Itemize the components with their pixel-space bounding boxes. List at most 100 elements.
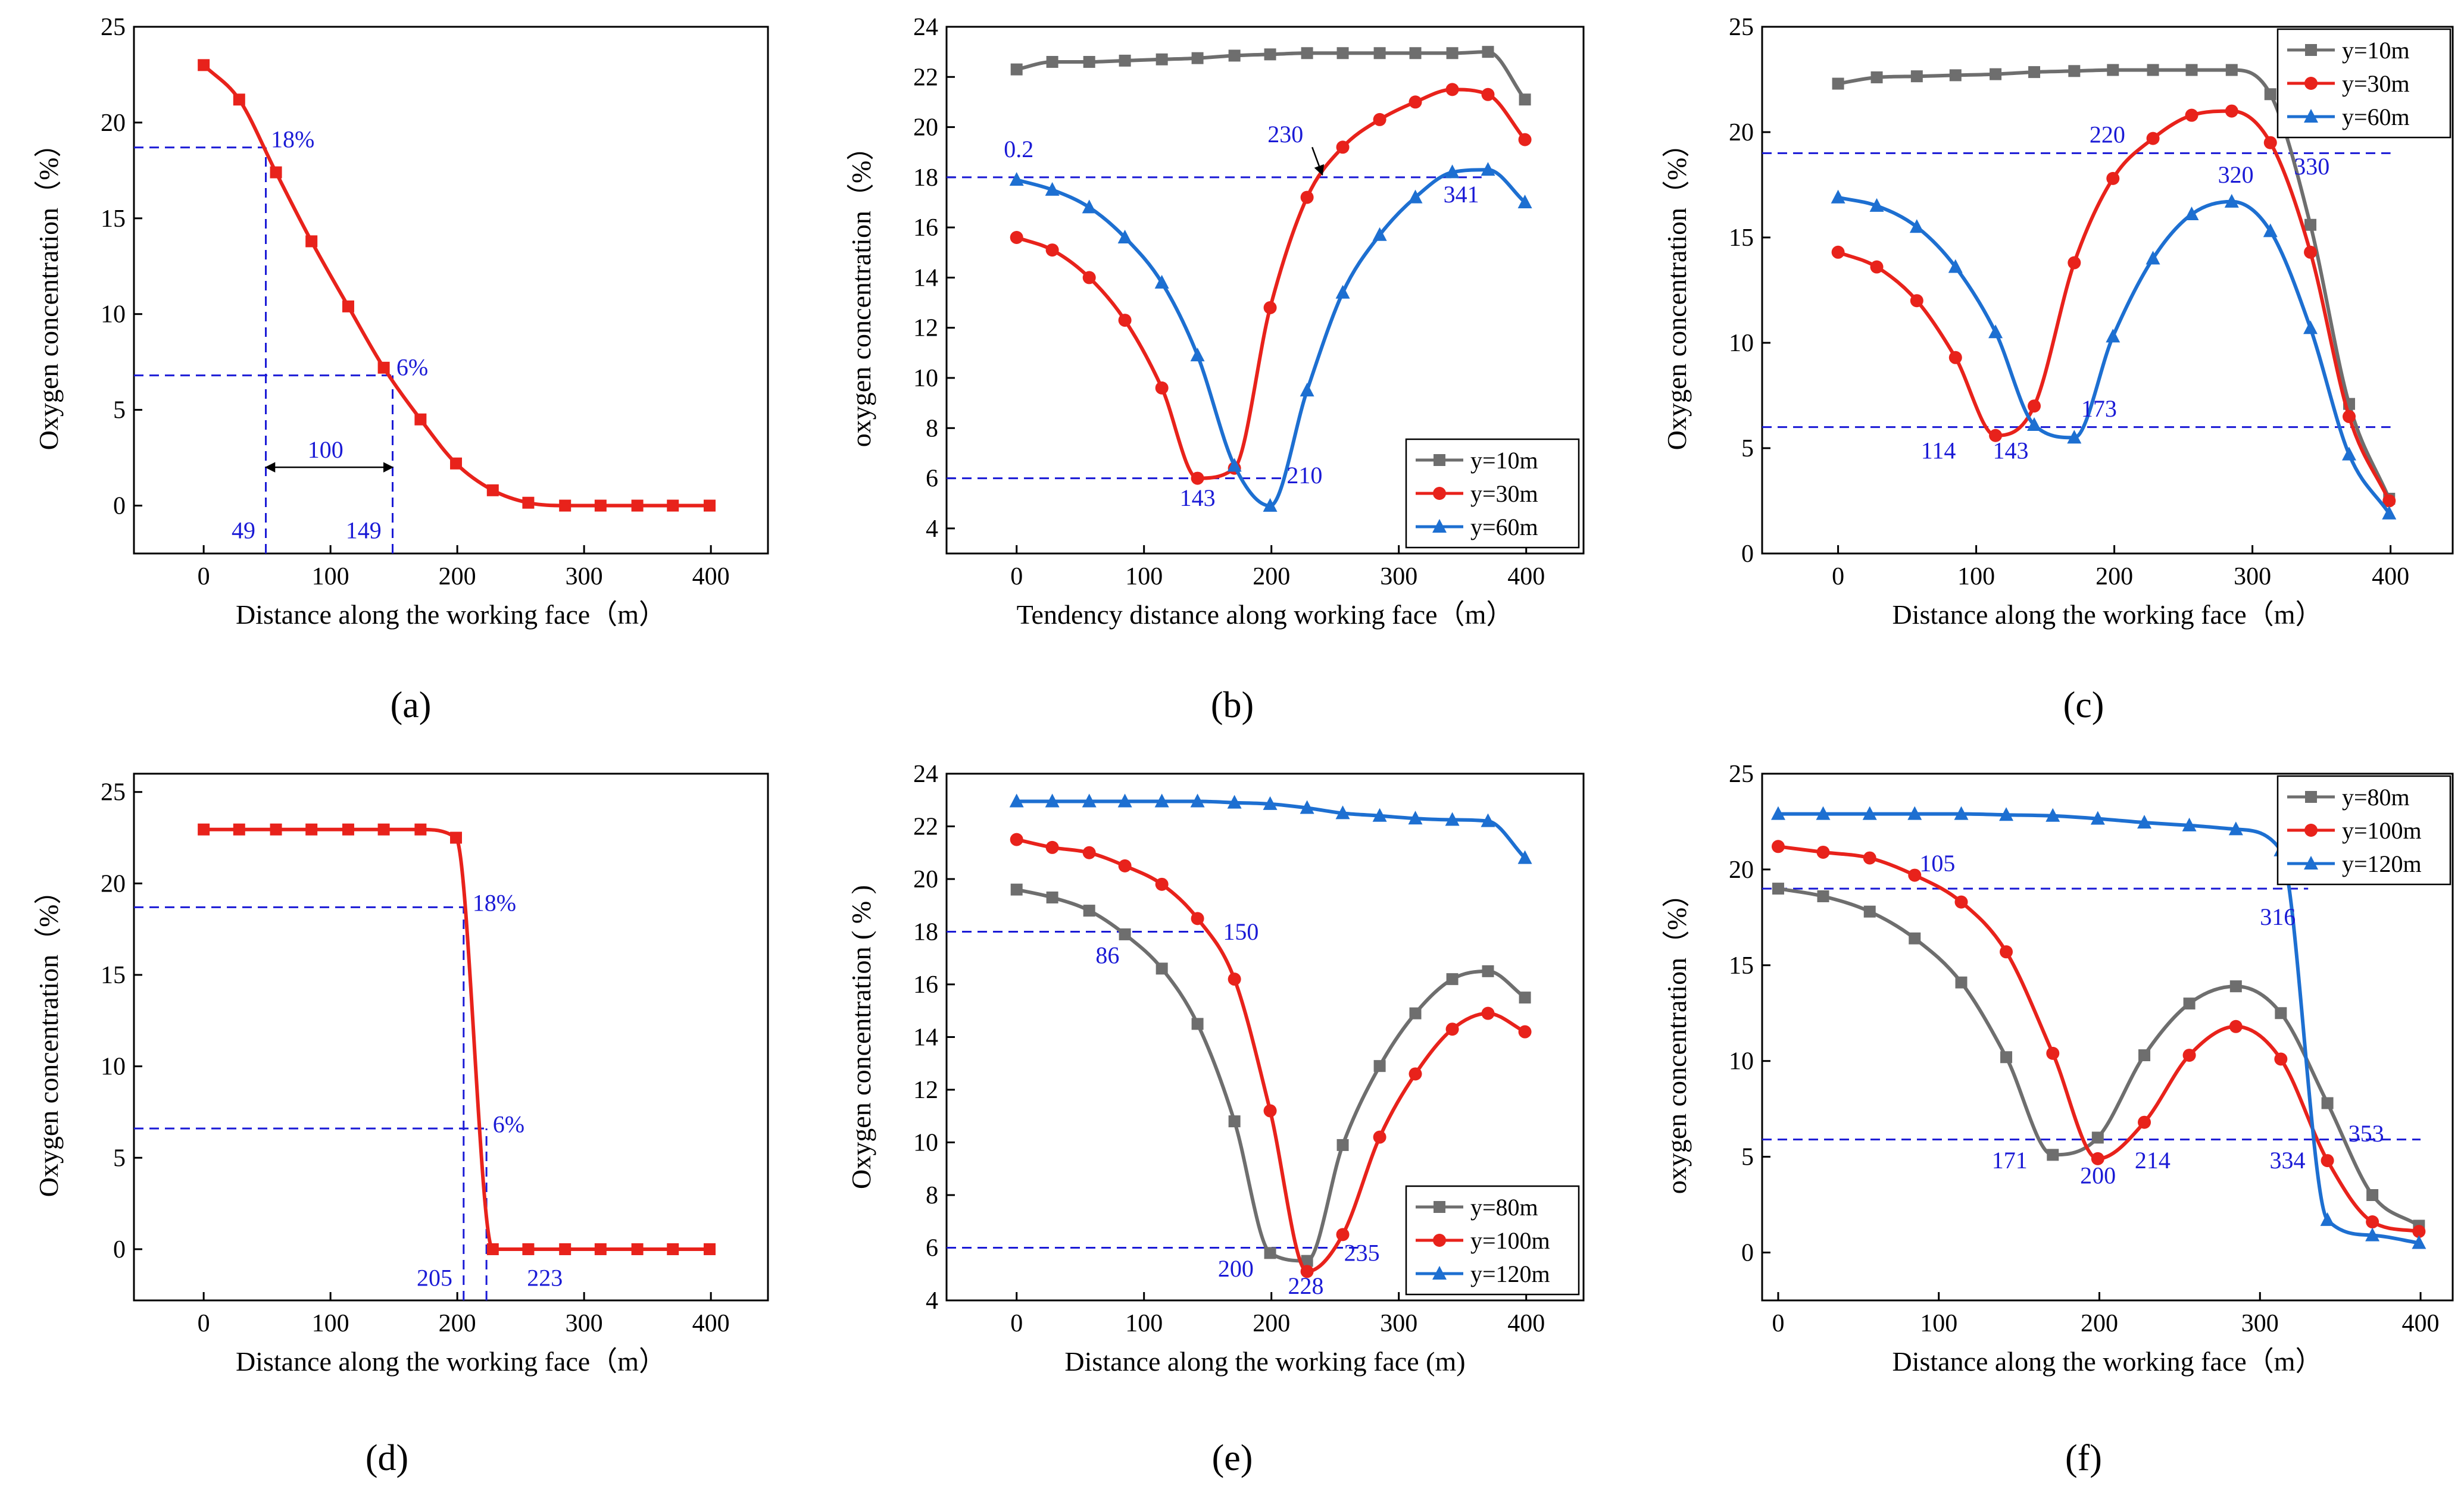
data-point (1083, 56, 1095, 68)
data-point (1082, 199, 1097, 214)
plot-frame (133, 26, 769, 555)
data-point (1481, 1006, 1495, 1020)
data-point (305, 823, 318, 836)
data-point (1046, 56, 1058, 68)
data-point (1154, 793, 1169, 808)
annotation-label: 205 (417, 1264, 452, 1291)
data-point (2000, 1051, 2013, 1064)
annotation-label: 200 (2080, 1162, 2116, 1189)
y-tick-label: 20 (1729, 856, 1754, 884)
data-point (2343, 409, 2356, 423)
y-tick-label: 24 (913, 761, 938, 788)
data-point (1988, 324, 2003, 339)
data-point (2000, 945, 2013, 959)
data-point (1155, 877, 1169, 891)
data-point (2304, 218, 2317, 231)
x-tick-label: 400 (1507, 1310, 1545, 1337)
data-point (2382, 505, 2397, 520)
data-point (1482, 46, 1494, 58)
x-axis-title: Distance along the working face（m） (236, 599, 666, 630)
legend-marker (2304, 109, 2318, 123)
annotation-label: 210 (1286, 462, 1322, 489)
x-tick-label: 100 (1125, 563, 1163, 590)
data-point (1863, 851, 1876, 865)
data-point (1862, 806, 1877, 820)
data-point (270, 823, 282, 836)
data-point (2091, 1152, 2104, 1165)
y-axis-title: Oxygen concentration（%） (1662, 130, 1692, 451)
annotation-label: 114 (1921, 437, 1956, 464)
y-tick-label: 5 (113, 397, 126, 424)
annotation-label: 334 (2269, 1147, 2305, 1174)
data-point (1907, 806, 1922, 820)
data-point (1445, 164, 1460, 179)
data-point (2304, 245, 2318, 259)
data-point (233, 823, 245, 836)
data-point (450, 457, 463, 470)
data-point (2106, 171, 2120, 185)
data-point (2320, 1212, 2335, 1226)
data-point (1010, 883, 1023, 896)
y-tick-label: 16 (913, 214, 938, 242)
data-point (1119, 928, 1131, 940)
data-point (1155, 381, 1169, 395)
x-tick-label: 200 (1253, 1310, 1290, 1337)
data-point (522, 496, 535, 509)
data-point (2263, 136, 2277, 149)
data-point (1190, 793, 1205, 808)
data-point (594, 1243, 607, 1255)
x-axis-title: Distance along the working face (m) (1064, 1346, 1465, 1377)
data-point (450, 831, 463, 844)
legend-entry: y=100m (1470, 1227, 1550, 1254)
x-tick-label: 100 (312, 1310, 349, 1337)
data-point (1482, 965, 1494, 977)
data-point (1870, 71, 1883, 83)
legend-entry: y=120m (1470, 1261, 1550, 1287)
y-tick-label: 10 (101, 1053, 126, 1081)
x-tick-label: 200 (2096, 563, 2133, 590)
legend-marker (2305, 44, 2317, 56)
annotation-label: 353 (2349, 1120, 2384, 1147)
y-tick-label: 20 (913, 866, 938, 893)
data-point (1118, 859, 1132, 872)
data-point (1373, 1060, 1386, 1072)
data-point (2137, 815, 2152, 829)
y-axis-title: Oxygen concentration（%） (33, 877, 64, 1197)
data-point (1863, 905, 1876, 918)
data-point (2303, 320, 2318, 334)
data-point (1264, 1247, 1276, 1259)
x-tick-label: 100 (312, 563, 349, 590)
data-point (1191, 471, 1204, 485)
annotation-label: 200 (1218, 1255, 1254, 1282)
y-tick-label: 20 (1729, 119, 1754, 146)
annotation-label: 6% (493, 1111, 524, 1137)
data-point (2366, 1189, 2379, 1201)
panel-label: (a) (391, 685, 432, 725)
data-point (2229, 1019, 2243, 1033)
panel-label: (b) (1211, 685, 1254, 725)
x-tick-label: 0 (1010, 1310, 1023, 1337)
data-point (1263, 498, 1278, 512)
y-tick-label: 12 (913, 1077, 938, 1104)
legend-entry: y=10m (1470, 447, 1538, 474)
data-point (2028, 399, 2041, 413)
data-point (559, 1243, 572, 1255)
x-axis-title: Distance along the working face（m） (236, 1346, 666, 1377)
x-tick-label: 400 (2402, 1310, 2440, 1337)
y-axis-title: Oxygen concentration ( % ) (846, 885, 876, 1189)
legend-marker (1434, 1201, 1445, 1213)
data-point (1045, 182, 1060, 196)
series-group (198, 823, 716, 1255)
data-point (2146, 132, 2160, 145)
panel-label: (f) (2065, 1438, 2102, 1478)
data-point (1373, 112, 1386, 126)
data-point (631, 499, 644, 512)
annotation-label: 230 (1267, 121, 1303, 148)
annotation-label: 18% (271, 126, 314, 153)
legend-marker (1434, 454, 1445, 466)
panel-label: (e) (1212, 1438, 1253, 1478)
data-point (1954, 895, 1968, 909)
y-tick-label: 8 (926, 1182, 938, 1209)
x-tick-label: 400 (692, 563, 730, 590)
annotation-label: 223 (527, 1264, 563, 1291)
